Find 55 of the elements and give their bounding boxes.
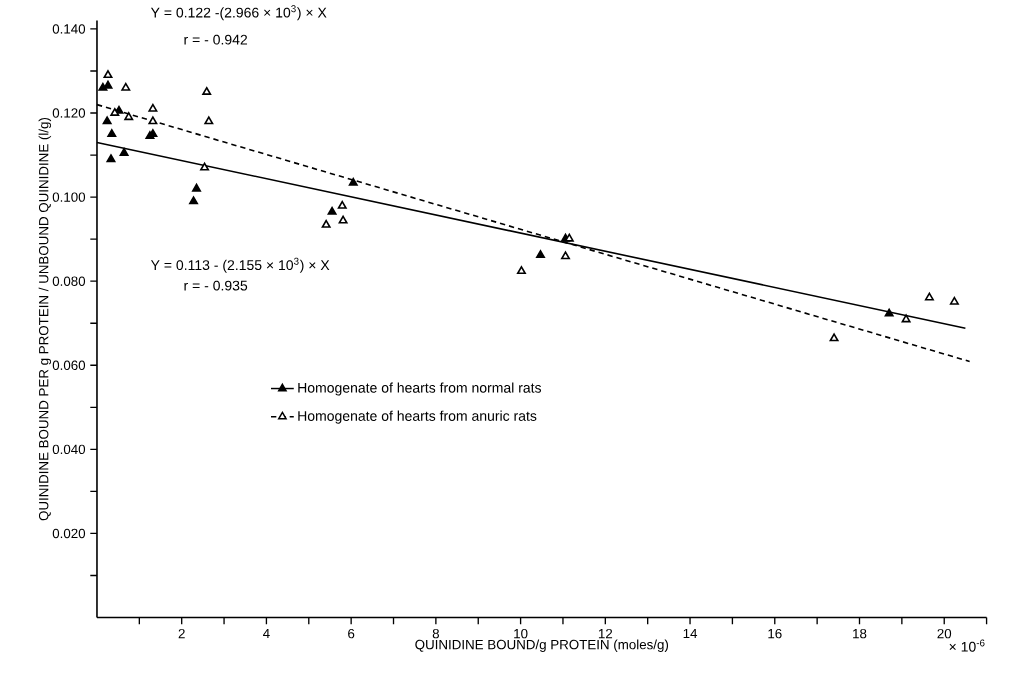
annotation: Y = 0.113 - (2.155 × 10$^{3}$) × X <box>150 258 330 274</box>
y-tick-label: 0.020 <box>52 528 86 539</box>
point <box>338 215 348 224</box>
point <box>561 251 570 260</box>
point <box>107 129 117 138</box>
point <box>110 108 120 117</box>
text: Y = 0.122 -(2.966 × 10$^{3}$) × X <box>150 5 327 21</box>
point <box>121 82 131 91</box>
point <box>192 183 202 192</box>
x-tick-label: 10 <box>514 629 528 639</box>
point <box>102 116 112 125</box>
point <box>148 116 158 125</box>
x-tick-label: 12 <box>598 629 613 639</box>
point <box>202 87 212 96</box>
point <box>924 292 934 301</box>
x-tick-label: 18 <box>853 629 867 639</box>
x-tick-label: 6 <box>348 629 355 639</box>
point <box>119 148 129 157</box>
point <box>189 196 199 205</box>
y-tick-label: 0.060 <box>52 360 86 371</box>
annotation: r = - 0.935 <box>184 280 248 291</box>
point <box>103 80 113 89</box>
point <box>321 220 331 229</box>
x-tick-label: 16 <box>768 629 782 639</box>
x-tick-label: 2 <box>178 629 185 639</box>
point <box>901 314 911 323</box>
point <box>348 177 358 186</box>
point <box>124 112 134 121</box>
legend-label: Homogenate of hearts from normal rats <box>298 382 542 396</box>
x-tick-label: 4 <box>263 629 270 639</box>
point <box>204 116 214 125</box>
x-tick-label: 14 <box>683 629 698 639</box>
x-axis-title: QUINIDINE BOUND/g PROTEIN (moles/g) <box>415 639 669 653</box>
y-tick-label: 0.140 <box>52 24 86 34</box>
point <box>106 154 116 163</box>
annotation: r = - 0.942 <box>184 34 248 45</box>
point <box>103 70 113 79</box>
y-tick-label: 0.040 <box>52 444 86 455</box>
y-axis-title: QUINIDINE BOUND PER g PROTEIN / UNBOUND QUINIDINE (l/g) <box>38 118 52 521</box>
y-tick-label: 0.100 <box>52 192 86 203</box>
x-tick-label: 8 <box>432 629 440 639</box>
legend-label: Homogenate of hearts from anuric rats <box>298 410 537 424</box>
point <box>516 266 526 275</box>
point <box>148 103 158 112</box>
point <box>200 162 210 171</box>
point <box>337 201 347 210</box>
point <box>829 333 839 342</box>
point <box>327 206 337 215</box>
y-tick-label: 0.120 <box>52 108 86 118</box>
text: × 10$^{-6}$ <box>949 639 985 652</box>
point <box>536 250 545 259</box>
y-tick-label: 0.080 <box>52 276 86 287</box>
point <box>884 308 894 317</box>
point <box>949 296 959 305</box>
x-tick-label: 20 <box>937 629 952 639</box>
